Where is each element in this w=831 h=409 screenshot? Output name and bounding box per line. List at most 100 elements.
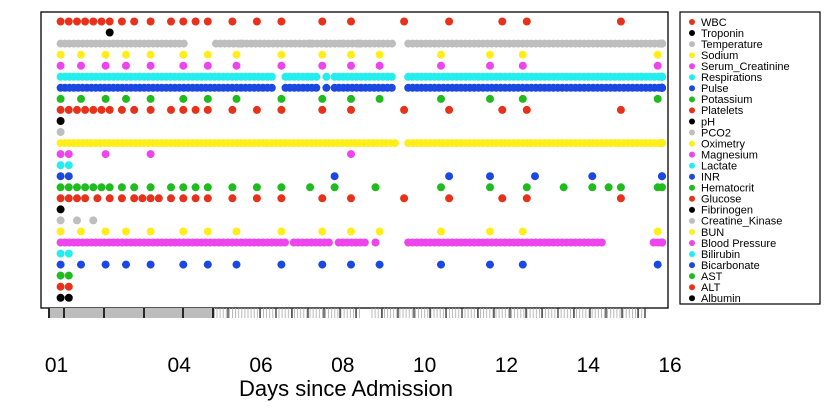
point-platelets-7 (117, 105, 126, 114)
point-glucose-14 (203, 194, 212, 203)
x-tick-label-12: 12 (495, 354, 518, 377)
point-alt-0 (56, 282, 65, 291)
point-wbc-16 (277, 17, 286, 26)
legend-marker-oximetry (689, 140, 695, 147)
point-temperature-137 (338, 39, 347, 48)
point-blood-pressure-66 (360, 238, 369, 247)
point-ast-0 (56, 271, 65, 280)
legend-label-pco2: PCO2 (701, 127, 731, 139)
point-bicarbonate-9 (318, 260, 327, 269)
legend: WBCTroponinTemperatureSodiumSerum_Creati… (689, 17, 790, 305)
point-bun-5 (179, 227, 188, 236)
point-bicarbonate-1 (77, 260, 85, 269)
point-glucose-23 (522, 194, 531, 203)
legend-marker-respirations (689, 74, 695, 81)
point-platelets-17 (318, 105, 327, 114)
point-platelets-2 (73, 105, 81, 114)
point-wbc-21 (498, 17, 507, 26)
point-bun-9 (318, 227, 327, 236)
point-respirations-134 (658, 72, 666, 81)
point-sodium-9 (318, 50, 327, 59)
point-platelets-13 (203, 105, 212, 114)
point-serum-creatinine-13 (486, 61, 494, 70)
point-bun-13 (486, 227, 494, 236)
legend-label-bicarbonate: Bicarbonate (701, 260, 760, 272)
point-serum-creatinine-15 (653, 61, 662, 70)
legend-marker-glucose (689, 195, 695, 202)
point-magnesium-2 (101, 150, 110, 159)
point-wbc-1 (64, 17, 73, 26)
point-glucose-16 (252, 194, 261, 203)
point-platelets-0 (56, 105, 65, 114)
legend-label-alt: ALT (701, 282, 721, 294)
legend-marker-platelets (689, 107, 695, 114)
legend-label-bun: BUN (701, 227, 724, 239)
point-wbc-3 (81, 17, 90, 26)
legend-marker-bilirubin (689, 251, 695, 258)
point-sodium-6 (203, 50, 212, 59)
point-bicarbonate-2 (101, 260, 110, 269)
point-alt-1 (64, 282, 73, 291)
point-platelets-6 (105, 105, 114, 114)
point-hematocrit-14 (228, 183, 237, 192)
point-sodium-1 (77, 50, 85, 59)
point-bilirubin-0 (56, 249, 65, 258)
legend-marker-pco2 (689, 129, 695, 136)
point-bicarbonate-12 (437, 260, 445, 269)
point-bicarbonate-14 (518, 260, 527, 269)
legend-marker-inr (689, 173, 695, 180)
x-tick-label-01: 01 (45, 354, 68, 377)
point-hematocrit-20 (437, 183, 445, 192)
point-bun-7 (232, 227, 241, 236)
point-wbc-14 (228, 17, 237, 26)
legend-marker-bicarbonate (689, 262, 695, 269)
legend-marker-fibrinogen (689, 206, 695, 213)
point-hematocrit-7 (117, 183, 126, 192)
point-ast-1 (64, 271, 73, 280)
x-tick-label-06: 06 (249, 354, 272, 377)
point-bicarbonate-13 (486, 260, 494, 269)
point-wbc-22 (522, 17, 531, 26)
point-bicarbonate-6 (203, 260, 212, 269)
point-potassium-7 (232, 94, 241, 103)
point-platelets-4 (89, 105, 98, 114)
point-sodium-4 (146, 50, 155, 59)
point-serum-creatinine-1 (77, 61, 85, 70)
point-bicarbonate-7 (232, 260, 241, 269)
point-potassium-15 (653, 94, 662, 103)
legend-marker-creatine-kinase (689, 217, 695, 224)
point-inr-3 (445, 172, 454, 181)
point-hematocrit-12 (191, 183, 200, 192)
legend-marker-lactate (689, 162, 695, 169)
point-respirations-70 (387, 72, 396, 81)
point-glucose-0 (56, 194, 65, 203)
legend-marker-bun (689, 229, 695, 235)
point-wbc-20 (445, 17, 454, 26)
point-glucose-12 (179, 194, 188, 203)
point-hematocrit-5 (97, 183, 106, 192)
point-glucose-17 (277, 194, 286, 203)
point-sodium-7 (232, 50, 241, 59)
point-wbc-18 (347, 17, 355, 26)
x-tick-label-10: 10 (413, 354, 436, 377)
point-platelets-21 (498, 105, 507, 114)
point-magnesium-4 (347, 150, 355, 159)
legend-marker-pulse (689, 85, 695, 92)
point-bun-1 (77, 227, 85, 236)
point-glucose-18 (318, 194, 327, 203)
point-creatine-kinase-2 (89, 216, 98, 225)
point-blood-pressure-60 (324, 238, 333, 247)
legend-label-glucose: Glucose (701, 194, 741, 206)
point-platelets-22 (522, 105, 531, 114)
point-potassium-5 (179, 94, 188, 103)
point-potassium-9 (318, 94, 327, 103)
point-hematocrit-9 (146, 183, 155, 192)
point-platelets-10 (167, 105, 175, 114)
point-hematocrit-17 (306, 183, 315, 192)
point-bicarbonate-11 (375, 260, 384, 269)
point-blood-pressure-51 (281, 238, 289, 247)
point-fibrinogen-0 (56, 205, 65, 214)
point-serum-creatinine-6 (203, 61, 212, 70)
point-ph-0 (56, 117, 65, 125)
point-potassium-8 (277, 94, 286, 103)
